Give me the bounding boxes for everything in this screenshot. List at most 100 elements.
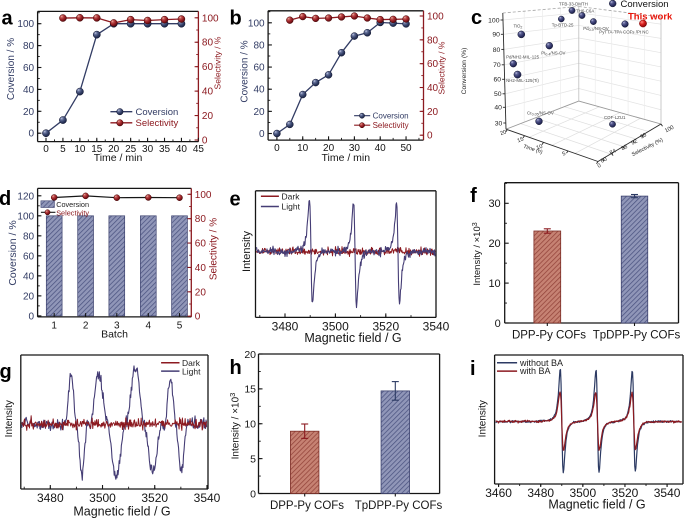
svg-text:Conversion: Conversion: [621, 0, 669, 10]
svg-text:Intensity: Intensity: [477, 400, 488, 437]
svg-text:92: 92: [630, 139, 638, 147]
svg-text:100: 100: [664, 125, 675, 135]
svg-text:15: 15: [91, 144, 103, 155]
svg-text:60: 60: [202, 62, 214, 73]
svg-text:3460: 3460: [485, 486, 512, 500]
svg-text:TpDPP-Py COFs: TpDPP-Py COFs: [593, 330, 681, 342]
svg-text:TFB-33-DMTH: TFB-33-DMTH: [559, 1, 588, 6]
svg-text:5: 5: [60, 144, 66, 155]
svg-text:88: 88: [620, 144, 628, 152]
svg-text:3520: 3520: [612, 486, 639, 500]
svg-text:5: 5: [250, 453, 256, 465]
svg-text:35: 35: [159, 144, 171, 155]
svg-text:TH6-C6A: TH6-C6A: [576, 8, 594, 13]
svg-text:h: h: [230, 357, 242, 379]
svg-text:Intensity: Intensity: [241, 231, 253, 272]
svg-text:3480: 3480: [527, 486, 554, 500]
svg-text:20: 20: [23, 107, 35, 118]
svg-text:15: 15: [517, 137, 525, 145]
svg-text:50: 50: [400, 143, 412, 154]
svg-text:3540: 3540: [654, 486, 681, 500]
svg-text:Coversion / %: Coversion / %: [7, 220, 19, 285]
svg-text:60: 60: [195, 239, 207, 250]
svg-text:40: 40: [23, 85, 35, 96]
svg-text:Selectivity: Selectivity: [136, 118, 179, 129]
svg-text:84: 84: [609, 148, 617, 156]
svg-text:3540: 3540: [194, 491, 221, 505]
svg-text:30: 30: [349, 143, 361, 154]
svg-text:NH2-MIL-125(Ti): NH2-MIL-125(Ti): [506, 78, 539, 83]
svg-text:Pd0.3/NS-OV: Pd0.3/NS-OV: [583, 26, 609, 32]
svg-text:100: 100: [248, 18, 265, 29]
svg-text:10: 10: [536, 144, 544, 152]
svg-text:Cr0.05/NS-OV: Cr0.05/NS-OV: [527, 111, 554, 117]
svg-text:without BA: without BA: [519, 358, 563, 368]
svg-text:20: 20: [23, 291, 35, 302]
svg-text:Selectivity / %: Selectivity / %: [213, 36, 223, 89]
svg-text:This work: This work: [628, 11, 673, 22]
svg-text:DPP-Py COFs: DPP-Py COFs: [512, 330, 586, 342]
svg-text:80: 80: [195, 214, 207, 225]
svg-text:Light: Light: [282, 202, 301, 212]
svg-text:40: 40: [427, 83, 439, 94]
svg-text:100: 100: [202, 13, 219, 24]
svg-text:3520: 3520: [141, 491, 168, 505]
svg-text:60: 60: [427, 59, 439, 70]
svg-text:Magnetic field / G: Magnetic field / G: [548, 498, 645, 512]
svg-text:20: 20: [202, 111, 214, 122]
svg-text:3480: 3480: [37, 491, 64, 505]
svg-text:0: 0: [495, 318, 501, 330]
svg-text:Selectivity / %: Selectivity / %: [437, 41, 447, 94]
svg-text:e: e: [230, 188, 241, 210]
svg-text:0: 0: [259, 129, 265, 140]
svg-text:20: 20: [253, 107, 265, 118]
svg-text:40: 40: [176, 144, 188, 155]
svg-text:2: 2: [83, 321, 89, 332]
svg-text:10: 10: [74, 144, 86, 155]
svg-text:20: 20: [244, 349, 256, 361]
svg-text:3500: 3500: [569, 486, 596, 500]
svg-text:80: 80: [23, 231, 35, 242]
svg-text:0: 0: [250, 488, 256, 500]
svg-text:Selectivity: Selectivity: [373, 121, 409, 130]
svg-text:3520: 3520: [372, 319, 399, 333]
svg-text:0: 0: [29, 311, 35, 322]
svg-text:20: 20: [500, 129, 508, 137]
svg-text:80: 80: [202, 38, 214, 49]
svg-text:0: 0: [29, 129, 35, 140]
svg-text:Magnetic field / G: Magnetic field / G: [304, 331, 401, 345]
svg-text:Conversion (%): Conversion (%): [461, 48, 468, 95]
svg-text:25: 25: [125, 144, 137, 155]
svg-text:60: 60: [23, 251, 35, 262]
svg-text:Selectivity / %: Selectivity / %: [209, 218, 220, 280]
svg-text:0: 0: [274, 143, 280, 154]
svg-text:120: 120: [17, 191, 34, 202]
svg-text:20: 20: [195, 287, 207, 298]
svg-text:1: 1: [51, 321, 57, 332]
svg-text:30: 30: [142, 144, 154, 155]
svg-text:80: 80: [253, 40, 265, 51]
svg-text:Time / min: Time / min: [94, 152, 143, 164]
svg-text:3500: 3500: [322, 319, 349, 333]
svg-text:TiO2: TiO2: [514, 24, 523, 30]
svg-text:3480: 3480: [272, 319, 299, 333]
svg-text:Coversion / %: Coversion / %: [6, 38, 17, 100]
svg-text:5: 5: [562, 151, 567, 158]
svg-text:40: 40: [195, 263, 207, 274]
svg-text:50: 50: [494, 91, 502, 98]
svg-text:60: 60: [23, 63, 35, 74]
svg-text:45: 45: [193, 144, 205, 155]
svg-text:40: 40: [202, 87, 214, 98]
svg-text:20: 20: [108, 144, 120, 155]
svg-text:Selectivity: Selectivity: [56, 208, 89, 217]
svg-text:f: f: [470, 185, 477, 207]
svg-text:Coversion: Coversion: [373, 111, 409, 120]
svg-text:Batch: Batch: [101, 329, 128, 341]
svg-text:100: 100: [17, 19, 34, 30]
svg-text:5: 5: [177, 321, 183, 332]
svg-text:Coversion: Coversion: [136, 107, 179, 118]
svg-text:100: 100: [195, 190, 212, 201]
svg-text:4: 4: [146, 321, 152, 332]
svg-text:COF-LZU1: COF-LZU1: [604, 115, 626, 120]
svg-text:40: 40: [494, 105, 502, 112]
